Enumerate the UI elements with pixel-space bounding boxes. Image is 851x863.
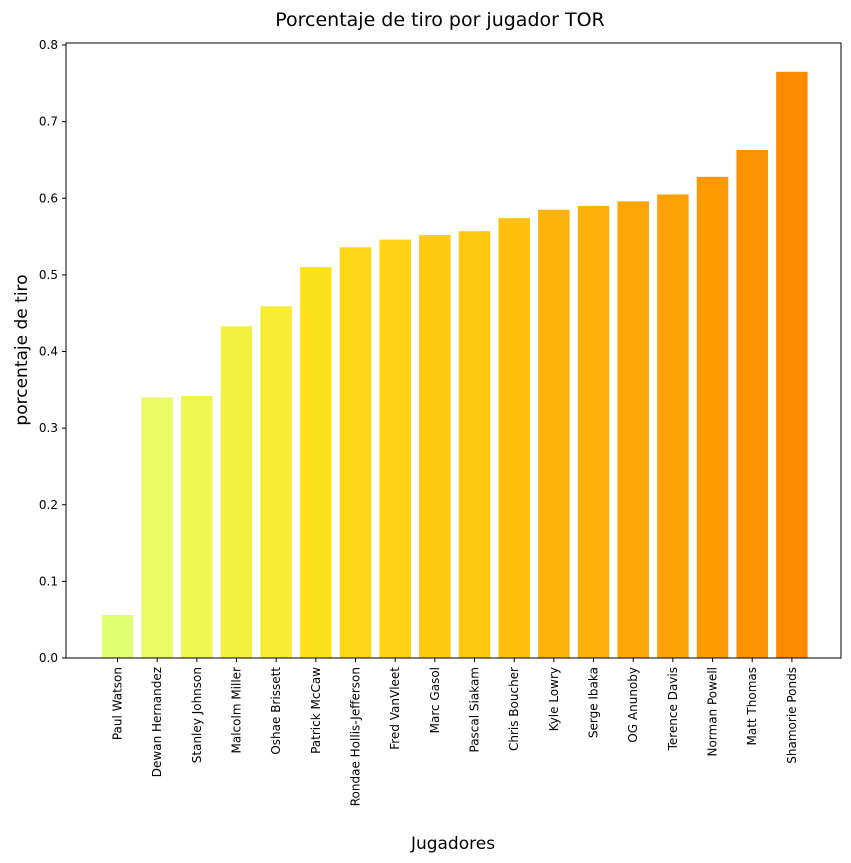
bar (379, 239, 411, 658)
y-tick-label: 0.4 (39, 345, 58, 359)
x-tick-label: Shamorie Ponds (785, 667, 799, 764)
bar (141, 397, 173, 658)
x-tick-label: Malcolm Miller (230, 667, 244, 754)
bar (577, 205, 610, 658)
x-tick-label: Serge Ibaka (587, 667, 601, 738)
x-tick-label: Oshae Brissett (269, 667, 283, 755)
y-tick-label: 0.3 (39, 421, 58, 435)
y-axis-label: porcentaje de tiro (12, 274, 32, 425)
x-axis-label: Jugadores (410, 834, 495, 854)
y-axis: 0.0 0.1 0.2 0.3 0.4 0.5 0.6 0.7 0.8 (39, 38, 66, 665)
bar (657, 194, 689, 659)
plot-frame (65, 42, 842, 659)
bars-group (101, 71, 808, 659)
x-tick-label: Stanley Johnson (190, 667, 204, 763)
y-tick-label: 0.2 (39, 498, 58, 512)
bar (181, 395, 213, 658)
x-tick-label: Marc Gasol (428, 667, 442, 733)
y-tick-label: 0.0 (39, 651, 58, 665)
x-tick-label: Terence Davis (666, 667, 680, 751)
y-tick-label: 0.7 (39, 115, 58, 129)
x-tick-label: Norman Powell (706, 667, 720, 757)
y-tick-label: 0.6 (39, 191, 58, 205)
bar (220, 326, 253, 658)
x-tick-label: Rondae Hollis-Jefferson (349, 667, 363, 806)
bar (538, 209, 570, 659)
y-tick-label: 0.1 (39, 574, 58, 588)
bar (736, 149, 768, 659)
x-tick-label: Chris Boucher (507, 667, 521, 751)
bar (101, 615, 134, 658)
chart-title: Porcentaje de tiro por jugador TOR (275, 9, 605, 31)
bar (458, 231, 491, 658)
x-tick-label: Matt Thomas (745, 667, 759, 746)
bar (498, 218, 530, 659)
x-tick-label: Paul Watson (111, 667, 125, 740)
y-tick-label: 0.8 (39, 38, 58, 52)
bar (696, 176, 729, 659)
x-tick-label: Fred VanVleet (388, 667, 402, 750)
x-axis: Paul Watson Dewan Hernandez Stanley Johnso… (111, 658, 799, 806)
x-tick-label: Dewan Hernandez (150, 667, 164, 777)
x-tick-label: Pascal Siakam (468, 667, 482, 753)
x-tick-label: Kyle Lowry (547, 667, 561, 731)
bar (260, 306, 292, 658)
bar (339, 247, 372, 659)
bar (617, 201, 649, 658)
bar (300, 267, 332, 658)
x-tick-label: OG Anunoby (626, 667, 640, 743)
x-tick-label: Patrick McCaw (309, 667, 323, 754)
y-tick-label: 0.5 (39, 268, 58, 282)
bar (419, 235, 451, 658)
bar (776, 71, 808, 658)
